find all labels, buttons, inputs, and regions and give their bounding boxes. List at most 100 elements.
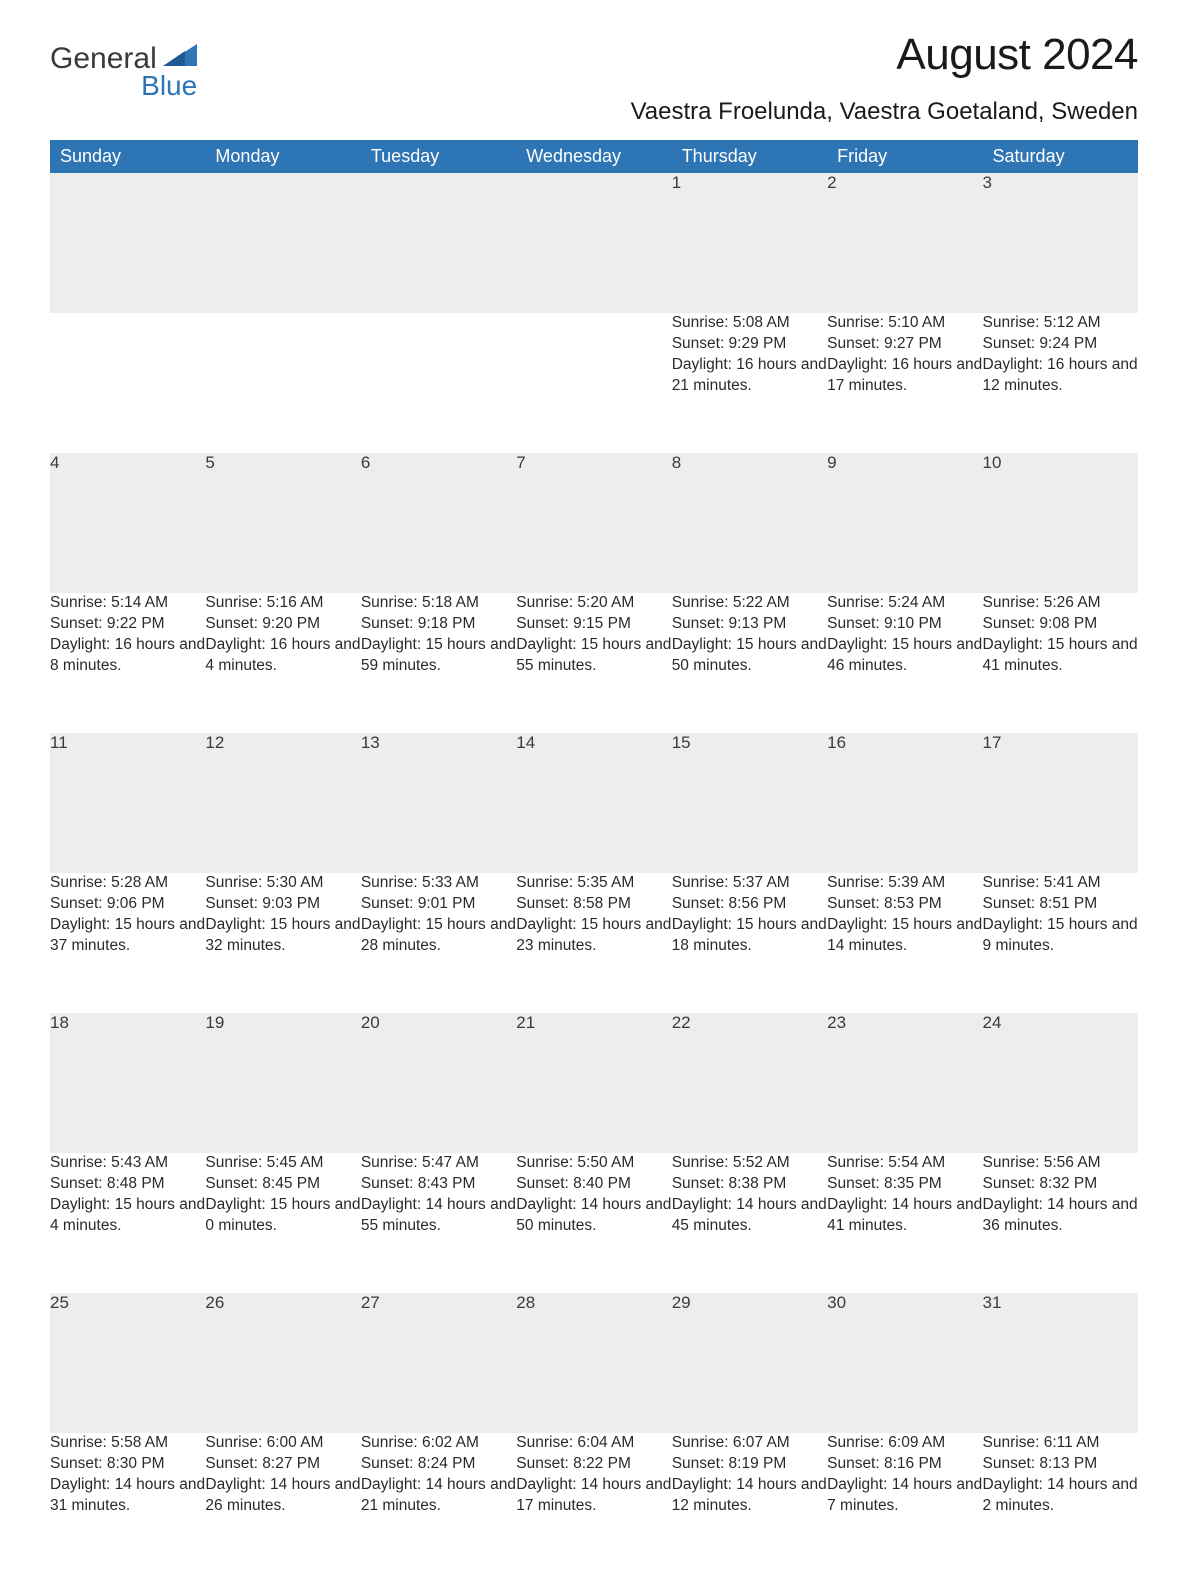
title-block: August 2024 Vaestra Froelunda, Vaestra G… [631, 30, 1138, 136]
daylight-text: Daylight: 14 hours and 26 minutes. [205, 1475, 360, 1517]
day-number-cell: 11 [50, 733, 205, 873]
day-number: 3 [983, 173, 992, 192]
sunset-text: Sunset: 8:45 PM [205, 1174, 360, 1195]
day-body-cell: Sunrise: 6:07 AMSunset: 8:19 PMDaylight:… [672, 1433, 827, 1573]
weekday-header: Sunday [50, 140, 205, 173]
weekday-header: Monday [205, 140, 360, 173]
sunrise-text: Sunrise: 6:00 AM [205, 1433, 360, 1454]
daylight-text: Daylight: 16 hours and 12 minutes. [983, 355, 1138, 397]
sunrise-text: Sunrise: 5:18 AM [361, 593, 516, 614]
day-number: 15 [672, 733, 691, 752]
day-number: 6 [361, 453, 370, 472]
sunset-text: Sunset: 9:24 PM [983, 334, 1138, 355]
day-body-row: Sunrise: 5:58 AMSunset: 8:30 PMDaylight:… [50, 1433, 1138, 1573]
day-body-cell: Sunrise: 5:52 AMSunset: 8:38 PMDaylight:… [672, 1153, 827, 1293]
daylight-text: Daylight: 15 hours and 41 minutes. [983, 635, 1138, 677]
day-number: 18 [50, 1013, 69, 1032]
day-body-cell: Sunrise: 5:39 AMSunset: 8:53 PMDaylight:… [827, 873, 982, 1013]
day-body-cell: Sunrise: 5:56 AMSunset: 8:32 PMDaylight:… [983, 1153, 1138, 1293]
sunrise-text: Sunrise: 5:12 AM [983, 313, 1138, 334]
sunset-text: Sunset: 8:38 PM [672, 1174, 827, 1195]
day-number: 5 [205, 453, 214, 472]
day-body-cell: Sunrise: 5:54 AMSunset: 8:35 PMDaylight:… [827, 1153, 982, 1293]
daylight-text: Daylight: 15 hours and 4 minutes. [50, 1195, 205, 1237]
day-number-cell: 6 [361, 453, 516, 593]
sunrise-text: Sunrise: 5:14 AM [50, 593, 205, 614]
day-number: 31 [983, 1293, 1002, 1312]
day-body-row: Sunrise: 5:08 AMSunset: 9:29 PMDaylight:… [50, 313, 1138, 453]
day-number: 24 [983, 1013, 1002, 1032]
sunset-text: Sunset: 8:24 PM [361, 1454, 516, 1475]
sunrise-text: Sunrise: 5:33 AM [361, 873, 516, 894]
day-number-cell: 18 [50, 1013, 205, 1153]
sunset-text: Sunset: 9:27 PM [827, 334, 982, 355]
sunset-text: Sunset: 9:13 PM [672, 614, 827, 635]
day-number-row: 25262728293031 [50, 1293, 1138, 1433]
sunset-text: Sunset: 8:56 PM [672, 894, 827, 915]
sunrise-text: Sunrise: 6:09 AM [827, 1433, 982, 1454]
sunset-text: Sunset: 8:32 PM [983, 1174, 1138, 1195]
sunrise-text: Sunrise: 5:10 AM [827, 313, 982, 334]
day-body-cell: Sunrise: 5:24 AMSunset: 9:10 PMDaylight:… [827, 593, 982, 733]
day-body-cell: Sunrise: 5:20 AMSunset: 9:15 PMDaylight:… [516, 593, 671, 733]
day-number: 27 [361, 1293, 380, 1312]
day-number-cell: 14 [516, 733, 671, 873]
day-number: 14 [516, 733, 535, 752]
day-number-row: 11121314151617 [50, 733, 1138, 873]
day-number-row: 18192021222324 [50, 1013, 1138, 1153]
sunrise-text: Sunrise: 5:43 AM [50, 1153, 205, 1174]
sunset-text: Sunset: 8:27 PM [205, 1454, 360, 1475]
day-body-cell: Sunrise: 6:04 AMSunset: 8:22 PMDaylight:… [516, 1433, 671, 1573]
daylight-text: Daylight: 15 hours and 37 minutes. [50, 915, 205, 957]
day-body-cell [50, 313, 205, 453]
sunrise-text: Sunrise: 5:54 AM [827, 1153, 982, 1174]
sunrise-text: Sunrise: 5:56 AM [983, 1153, 1138, 1174]
daylight-text: Daylight: 15 hours and 18 minutes. [672, 915, 827, 957]
sunrise-text: Sunrise: 5:52 AM [672, 1153, 827, 1174]
weekday-header: Friday [827, 140, 982, 173]
sunrise-text: Sunrise: 5:47 AM [361, 1153, 516, 1174]
sunrise-text: Sunrise: 5:28 AM [50, 873, 205, 894]
daylight-text: Daylight: 15 hours and 32 minutes. [205, 915, 360, 957]
sunset-text: Sunset: 9:06 PM [50, 894, 205, 915]
daylight-text: Daylight: 14 hours and 2 minutes. [983, 1475, 1138, 1517]
day-number-cell: 15 [672, 733, 827, 873]
daylight-text: Daylight: 15 hours and 46 minutes. [827, 635, 982, 677]
daylight-text: Daylight: 15 hours and 0 minutes. [205, 1195, 360, 1237]
sunrise-text: Sunrise: 6:11 AM [983, 1433, 1138, 1454]
daylight-text: Daylight: 14 hours and 50 minutes. [516, 1195, 671, 1237]
day-number: 25 [50, 1293, 69, 1312]
weekday-header: Tuesday [361, 140, 516, 173]
day-body-cell: Sunrise: 6:11 AMSunset: 8:13 PMDaylight:… [983, 1433, 1138, 1573]
day-number-cell: 7 [516, 453, 671, 593]
day-number-row: 45678910 [50, 453, 1138, 593]
sunset-text: Sunset: 9:29 PM [672, 334, 827, 355]
sunset-text: Sunset: 8:43 PM [361, 1174, 516, 1195]
day-number: 9 [827, 453, 836, 472]
daylight-text: Daylight: 15 hours and 9 minutes. [983, 915, 1138, 957]
sunset-text: Sunset: 9:22 PM [50, 614, 205, 635]
sunset-text: Sunset: 8:19 PM [672, 1454, 827, 1475]
day-number-cell: 4 [50, 453, 205, 593]
sunset-text: Sunset: 8:35 PM [827, 1174, 982, 1195]
day-number-cell [205, 173, 360, 313]
daylight-text: Daylight: 14 hours and 7 minutes. [827, 1475, 982, 1517]
day-number: 29 [672, 1293, 691, 1312]
daylight-text: Daylight: 14 hours and 55 minutes. [361, 1195, 516, 1237]
day-body-cell [516, 313, 671, 453]
sunset-text: Sunset: 9:10 PM [827, 614, 982, 635]
sunset-text: Sunset: 8:48 PM [50, 1174, 205, 1195]
day-number: 4 [50, 453, 59, 472]
day-number: 1 [672, 173, 681, 192]
day-body-cell: Sunrise: 5:35 AMSunset: 8:58 PMDaylight:… [516, 873, 671, 1013]
daylight-text: Daylight: 14 hours and 31 minutes. [50, 1475, 205, 1517]
day-number-cell: 23 [827, 1013, 982, 1153]
page-title: August 2024 [631, 30, 1138, 80]
day-body-cell [361, 313, 516, 453]
day-number-cell [50, 173, 205, 313]
day-number: 16 [827, 733, 846, 752]
day-number-cell: 5 [205, 453, 360, 593]
day-body-cell: Sunrise: 5:12 AMSunset: 9:24 PMDaylight:… [983, 313, 1138, 453]
sunset-text: Sunset: 9:03 PM [205, 894, 360, 915]
location-text: Vaestra Froelunda, Vaestra Goetaland, Sw… [631, 98, 1138, 126]
